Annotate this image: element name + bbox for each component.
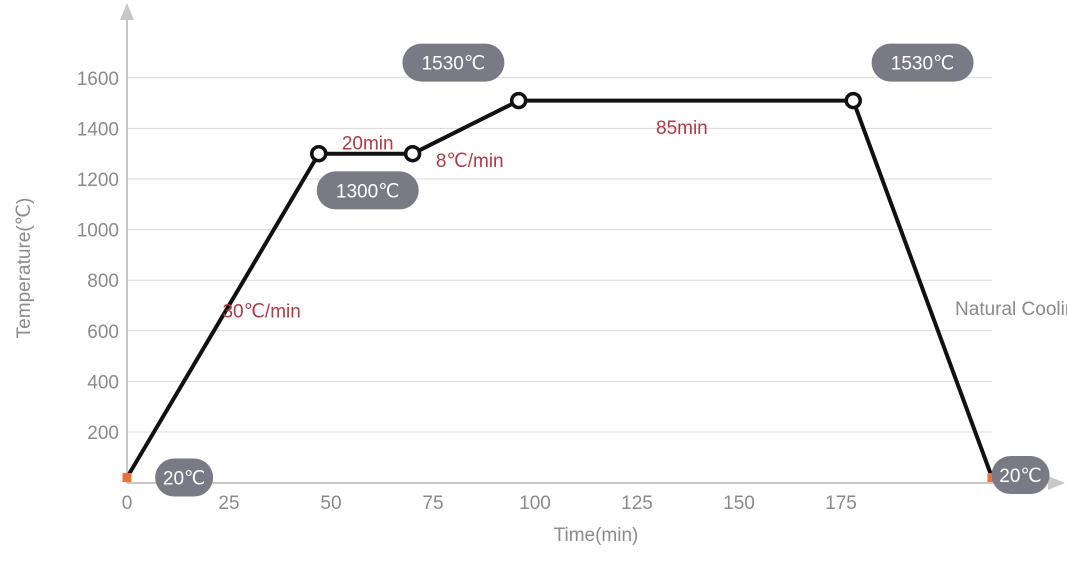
x-tick-label: 75	[422, 493, 443, 514]
badge-background	[871, 43, 974, 82]
temperature-badge: 1530℃	[871, 43, 974, 82]
y-tick-label: 200	[87, 423, 119, 444]
axes	[120, 3, 1065, 490]
x-tick-label: 125	[621, 493, 653, 514]
y-tick-label: 1000	[77, 221, 119, 242]
temperature-badge: 1530℃	[402, 43, 505, 82]
badge-background	[155, 458, 214, 497]
badge-label: 20℃	[999, 466, 1041, 487]
temperature-badge: 1300℃	[316, 171, 419, 210]
temperature-line	[125, 98, 994, 479]
y-tick-labels: 200 400 600 800 1000 1200 1400 1600	[77, 69, 119, 444]
data-point-circle	[310, 144, 328, 163]
segment-label: 8℃/min	[436, 151, 504, 172]
badge-label: 20℃	[163, 469, 205, 490]
y-axis-arrow	[120, 3, 134, 20]
temperature-badges: 20℃ 1300℃ 1530℃ 1530℃ 20℃	[155, 43, 1050, 497]
y-tick-label: 600	[87, 322, 119, 343]
segment-label: 20min	[342, 133, 394, 154]
y-tick-label: 1400	[77, 119, 119, 140]
data-point-circle	[844, 91, 862, 110]
x-tick-label: 0	[122, 493, 133, 514]
x-tick-label: 100	[519, 493, 551, 514]
segment-labels: 30℃/min 20min 8℃/min 85min Natural Cooling	[222, 118, 1067, 322]
temperature-badge: 20℃	[155, 458, 214, 497]
y-tick-label: 1600	[77, 69, 119, 90]
data-point-square	[122, 473, 132, 483]
y-tick-label: 800	[87, 271, 119, 292]
badge-label: 1530℃	[422, 54, 486, 75]
badge-label: 1530℃	[891, 54, 955, 75]
badge-background	[991, 456, 1050, 495]
x-axis-arrow	[1048, 476, 1065, 490]
badge-background	[316, 171, 419, 210]
segment-label: 85min	[656, 118, 708, 139]
series-line	[125, 98, 994, 479]
x-axis-title: Time(min)	[554, 525, 639, 546]
data-point-circle	[509, 91, 528, 110]
point-markers	[122, 91, 997, 483]
badge-background	[402, 43, 505, 82]
x-tick-labels: 0 25 50 75 100 125 150 175	[122, 493, 857, 514]
temperature-badge: 20℃	[991, 456, 1050, 495]
segment-label: 30℃/min	[222, 302, 300, 323]
y-tick-label: 1200	[77, 170, 119, 191]
x-tick-label: 150	[723, 493, 755, 514]
segment-label: Natural Cooling	[955, 299, 1067, 320]
y-axis-title: Temperature(℃)	[14, 198, 35, 339]
badge-label: 1300℃	[336, 181, 400, 202]
x-tick-label: 25	[218, 493, 239, 514]
grid-lines	[127, 77, 992, 433]
x-tick-label: 175	[825, 493, 857, 514]
data-point-circle	[403, 144, 422, 163]
x-tick-label: 50	[320, 493, 341, 514]
y-tick-label: 400	[87, 372, 119, 393]
